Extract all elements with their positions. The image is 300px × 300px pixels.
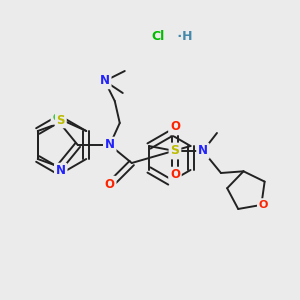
Text: O: O: [259, 200, 268, 210]
Text: N: N: [100, 74, 110, 88]
Text: N: N: [198, 145, 208, 158]
Text: O: O: [105, 178, 115, 190]
Text: N: N: [56, 164, 66, 178]
Text: S: S: [56, 113, 65, 127]
Text: ·H: ·H: [173, 31, 193, 44]
Text: O: O: [170, 121, 180, 134]
Text: N: N: [105, 139, 115, 152]
Text: O: O: [170, 169, 180, 182]
Text: S: S: [170, 145, 179, 158]
Text: Cl: Cl: [152, 31, 165, 44]
Text: Cl: Cl: [52, 113, 64, 123]
